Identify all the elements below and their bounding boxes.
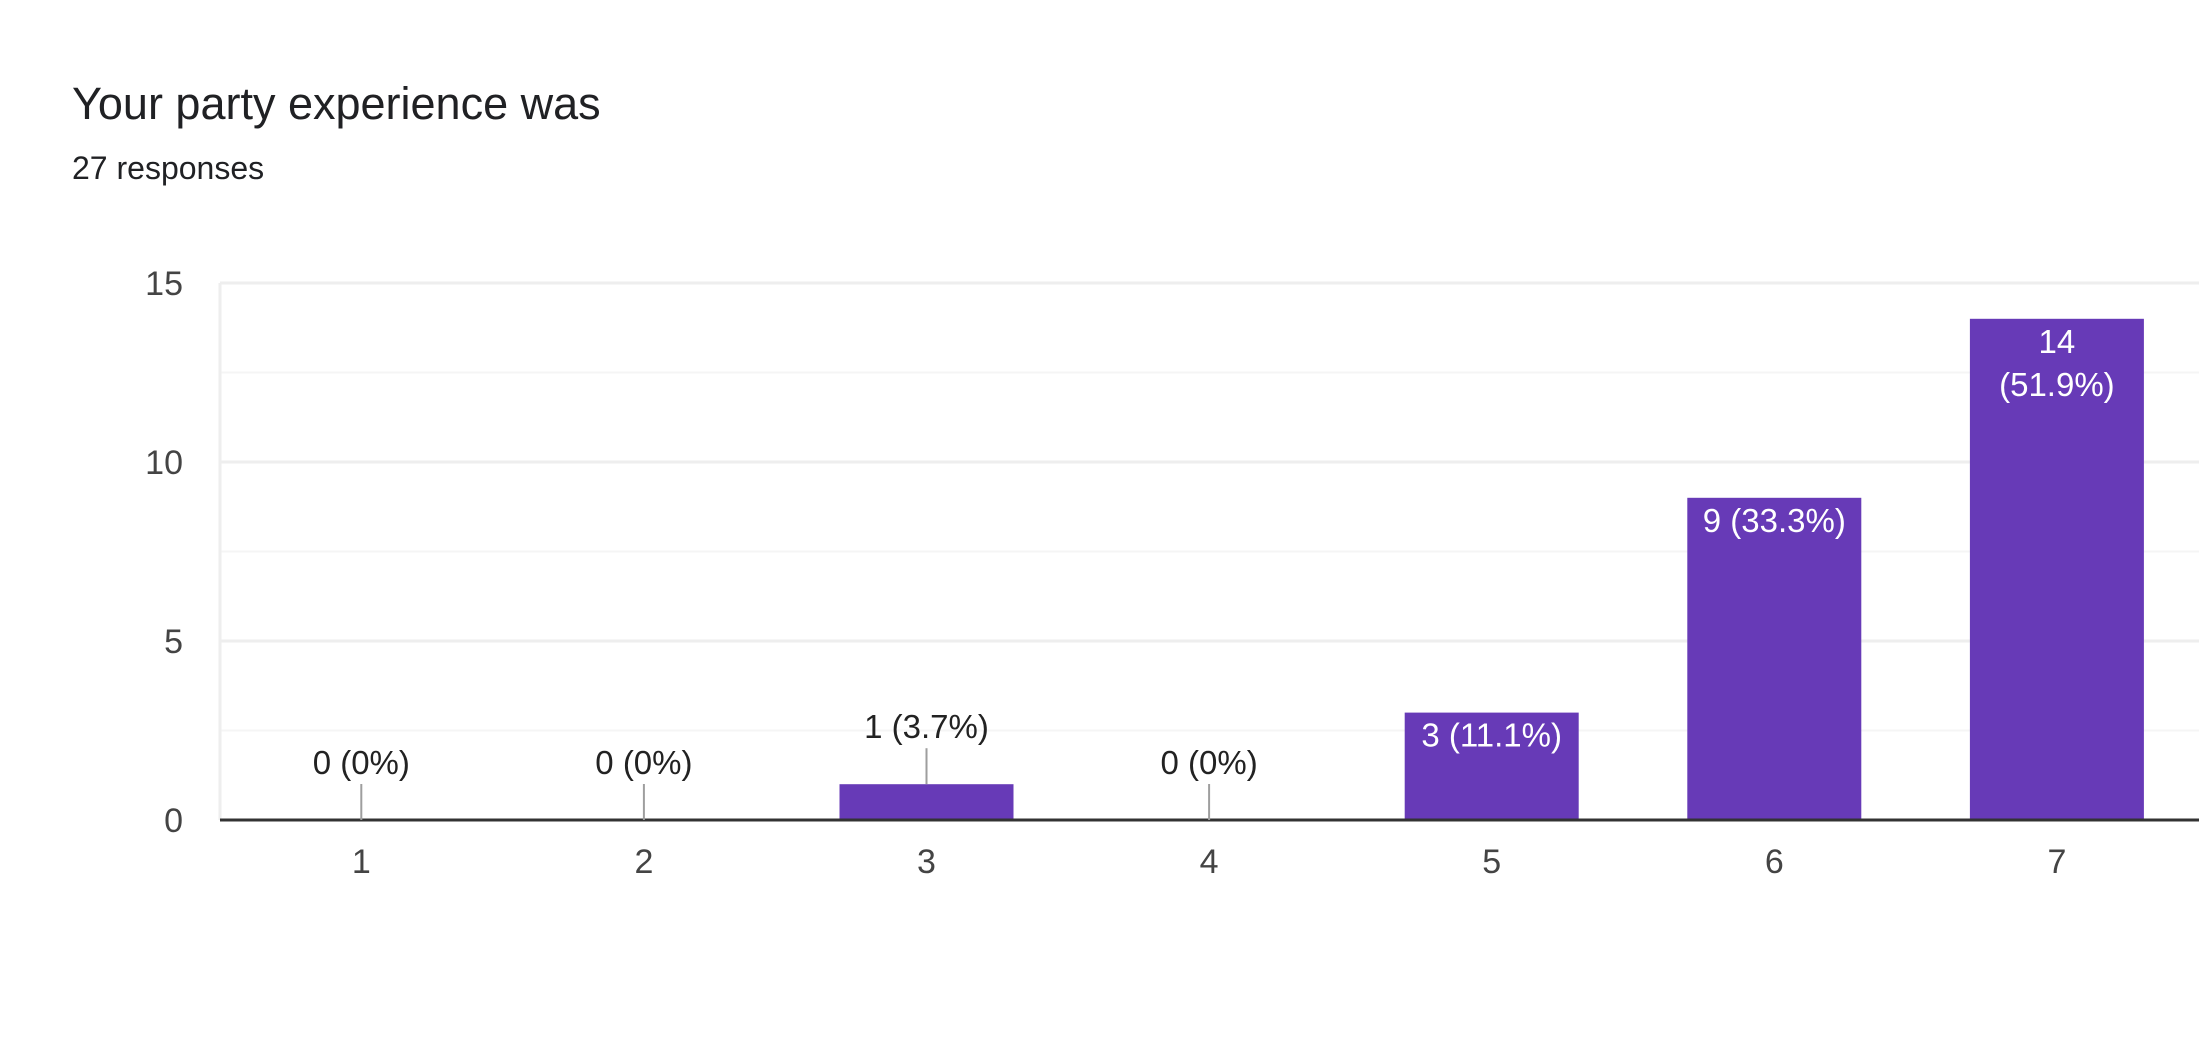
y-tick-label: 10 bbox=[145, 444, 183, 482]
data-label: 3 (11.1%) bbox=[1421, 717, 1562, 754]
data-label: 0 (0%) bbox=[1160, 744, 1257, 781]
bar bbox=[1969, 318, 2144, 820]
y-tick-label: 15 bbox=[145, 265, 183, 303]
axes: 0 5 10 15 1 2 3 4 5 6 7 bbox=[145, 265, 2199, 881]
response-count: 27 responses bbox=[72, 150, 265, 186]
data-labels: 0 (0%) 0 (0%) 1 (3.7%) 0 (0%) 3 (11.1%) 9 (33… bbox=[313, 323, 2115, 820]
bar bbox=[839, 784, 1014, 820]
data-label: 14 bbox=[2039, 323, 2076, 360]
data-label: 0 (0%) bbox=[313, 744, 410, 781]
x-tick-label: 6 bbox=[1765, 843, 1784, 881]
data-label: 1 (3.7%) bbox=[864, 708, 989, 745]
chart-title: Your party experience was bbox=[72, 78, 601, 129]
bars bbox=[839, 318, 2144, 820]
bar bbox=[1404, 712, 1579, 820]
data-label: 9 (33.3%) bbox=[1703, 502, 1846, 539]
x-tick-label: 7 bbox=[2047, 843, 2066, 881]
bar bbox=[1687, 497, 1862, 820]
x-tick-label: 3 bbox=[917, 843, 936, 881]
y-tick-label: 0 bbox=[164, 802, 183, 840]
data-label: (51.9%) bbox=[1999, 366, 2115, 403]
x-tick-label: 1 bbox=[352, 843, 371, 881]
x-tick-label: 4 bbox=[1200, 843, 1219, 881]
gridlines bbox=[220, 281, 2199, 732]
x-tick-label: 2 bbox=[634, 843, 653, 881]
y-tick-label: 5 bbox=[164, 623, 183, 661]
x-tick-label: 5 bbox=[1482, 843, 1501, 881]
data-label: 0 (0%) bbox=[595, 744, 692, 781]
